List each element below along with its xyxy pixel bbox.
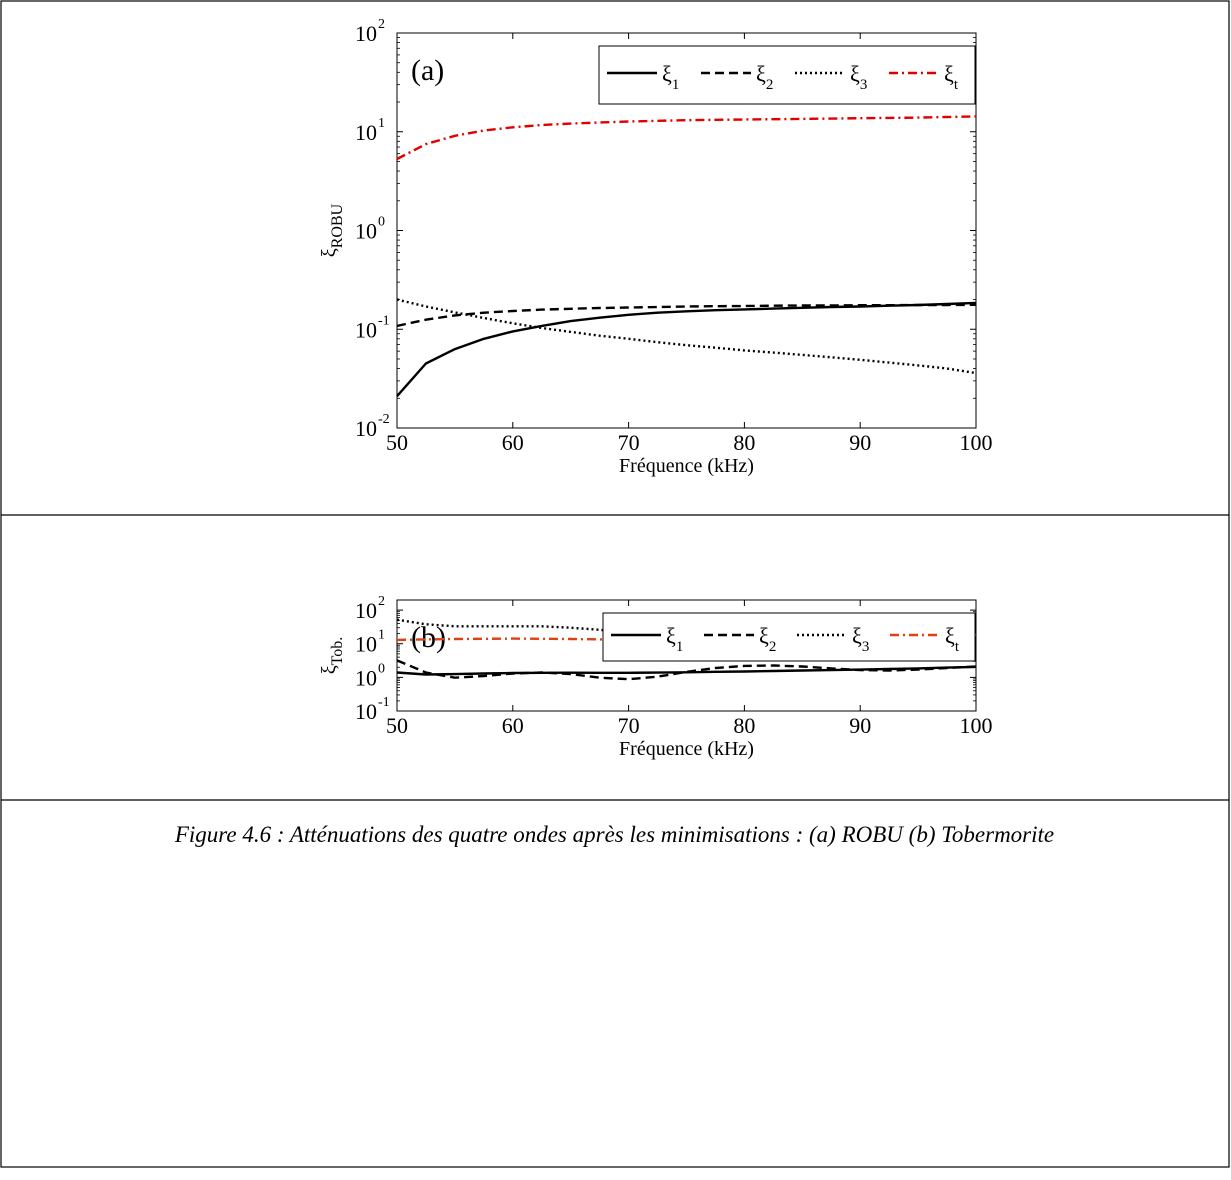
y-tick-label: 10-1 — [355, 313, 390, 342]
y-tick-label: 102 — [355, 594, 385, 623]
legend-box — [598, 45, 976, 105]
chart-b: 10-1 100 101 102 50 60 70 80 90 100 Fréquence (kHz… — [318, 594, 993, 760]
series-line-2 — [396, 303, 977, 328]
y-tick-label: 100 — [355, 661, 385, 690]
x-tick-label: 80 — [733, 430, 755, 455]
y-tick-label: 10-2 — [355, 412, 390, 441]
x-tick-label: 60 — [502, 713, 524, 738]
y-tick-label: 100 — [355, 215, 385, 244]
panel-label: (b) — [411, 621, 446, 654]
x-tick-label: 90 — [849, 713, 871, 738]
y-tick-label: 102 — [355, 17, 385, 46]
y-axis-label: ξROBU — [318, 203, 346, 257]
chart-a: 10-2 10-1 100 101 102 50 60 70 80 90 100 Fréquence … — [318, 17, 993, 477]
y-tick-label: 101 — [355, 628, 385, 657]
x-tick-label: 50 — [386, 430, 408, 455]
x-tick-label: 80 — [733, 713, 755, 738]
y-axis-label: ξTob. — [318, 637, 346, 675]
plot-area-1 — [396, 599, 977, 712]
x-axis-label: Fréquence (kHz) — [619, 738, 754, 760]
panel-label: (a) — [411, 54, 444, 87]
y-tick-label: 101 — [355, 116, 385, 145]
y-tick-label: 10-1 — [355, 695, 390, 724]
figure-caption: Figure 4.6 : Atténuations des quatre ond… — [174, 822, 1055, 847]
x-tick-label: 100 — [960, 430, 993, 455]
series-line-t — [396, 115, 977, 161]
series-line-1 — [396, 665, 977, 676]
x-tick-label: 70 — [618, 713, 640, 738]
series-line-2 — [396, 659, 977, 681]
x-tick-label: 70 — [618, 430, 640, 455]
x-tick-label: 50 — [386, 713, 408, 738]
legend-box — [602, 612, 976, 662]
x-tick-label: 60 — [502, 430, 524, 455]
series-line-1 — [396, 301, 977, 397]
x-tick-label: 90 — [849, 430, 871, 455]
x-axis-label: Fréquence (kHz) — [619, 455, 754, 477]
x-tick-label: 100 — [960, 713, 993, 738]
